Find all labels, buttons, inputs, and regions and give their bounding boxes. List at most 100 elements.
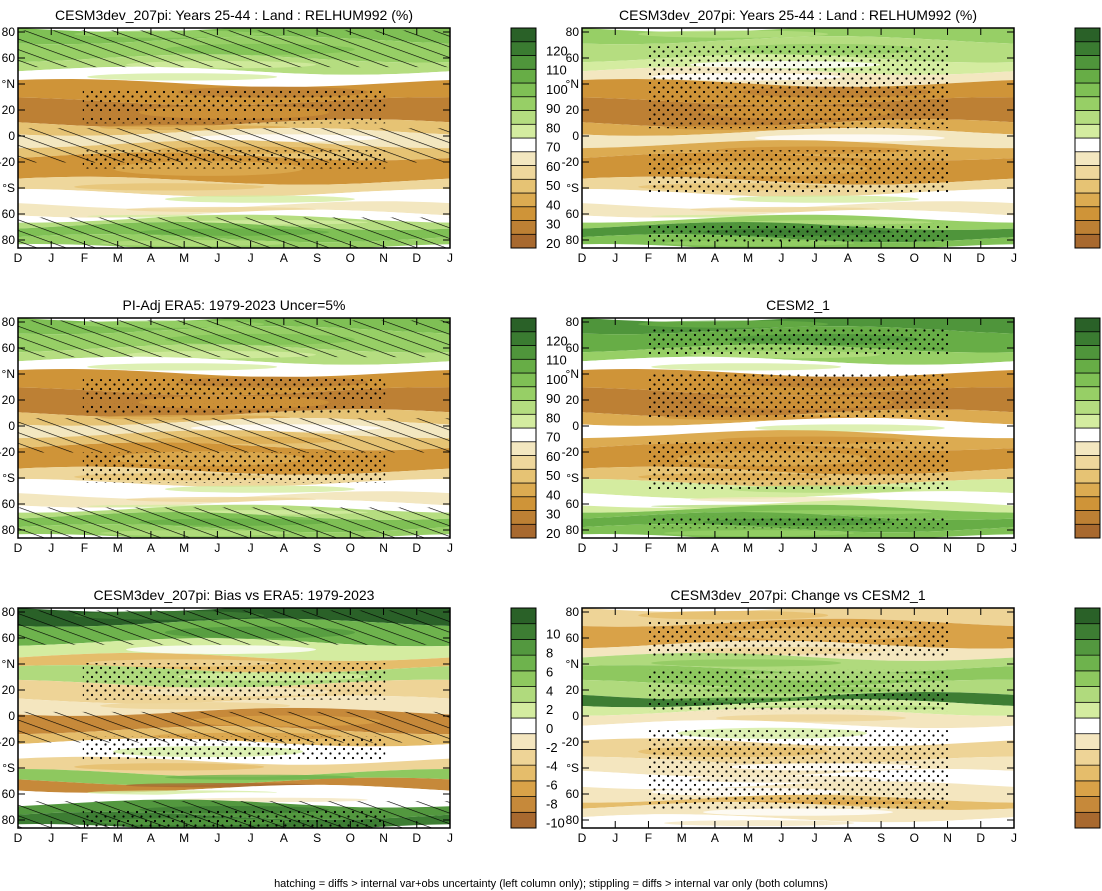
x-tick-label: J xyxy=(447,541,453,555)
panel-c: PI-Adj ERA5: 1979-2023 Uncer=5% 80 60 °N 20 0… xyxy=(0,297,568,555)
contour-blob xyxy=(715,714,907,722)
y-tick-label: 0 xyxy=(572,129,579,143)
x-tick-label: J xyxy=(812,251,818,265)
colorbar-swatch xyxy=(510,623,537,640)
x-tick-label: M xyxy=(743,541,753,555)
colorbar-swatch xyxy=(1074,413,1101,429)
colorbar-label: 80 xyxy=(546,120,560,135)
colorbar-frame xyxy=(510,317,537,539)
contour-field xyxy=(18,608,450,828)
x-tick-label: D xyxy=(578,541,587,555)
x-tick-label: J xyxy=(48,541,54,555)
x-tick-label: M xyxy=(743,251,753,265)
stippling xyxy=(82,116,386,124)
panel-e: CESM3dev_207pi: Bias vs ERA5: 1979-2023 8… xyxy=(0,587,565,845)
colorbar-swatch xyxy=(1074,82,1101,98)
x-tick-label: A xyxy=(280,831,288,845)
colorbar-swatch xyxy=(1074,455,1101,470)
x-tick-label: J xyxy=(812,541,818,555)
y-tick-label: 20 xyxy=(2,103,16,117)
panel-title: CESM3dev_207pi: Bias vs ERA5: 1979-2023 xyxy=(94,587,375,603)
x-tick-label: D xyxy=(578,831,587,845)
colorbar-swatch xyxy=(510,607,537,625)
y-tick-label: 60 xyxy=(566,787,580,801)
y-tick-label: 80 xyxy=(2,605,16,619)
plot-frame xyxy=(581,317,1015,539)
colorbar-label: 40 xyxy=(546,487,560,502)
colorbar-swatch xyxy=(1074,468,1101,484)
y-tick-label: 80 xyxy=(566,813,580,827)
x-tick-label: J xyxy=(214,541,220,555)
x-tick-label: N xyxy=(943,541,952,555)
contour-blob xyxy=(651,363,842,371)
x-tick-label: M xyxy=(743,831,753,845)
colorbar-swatch xyxy=(510,510,537,525)
y-tick-label: -20 xyxy=(562,155,580,169)
colorbar-swatch xyxy=(510,206,537,221)
contour-blob xyxy=(651,659,842,667)
colorbar-swatch xyxy=(1074,733,1101,750)
stippling xyxy=(82,89,386,112)
colorbar: 10 8 6 4 2 0 -2 -4 -6 -8 -10 xyxy=(510,607,565,830)
stippling xyxy=(82,379,386,402)
panel-title: PI-Adj ERA5: 1979-2023 Uncer=5% xyxy=(123,297,346,313)
y-tick-label: 60 xyxy=(566,631,580,645)
colorbar-swatch xyxy=(510,68,537,84)
colorbar-swatch xyxy=(510,55,537,70)
colorbar-label: -6 xyxy=(546,778,558,793)
contour-blob xyxy=(87,73,278,81)
colorbar-swatch xyxy=(1074,510,1101,525)
contour-field xyxy=(582,608,1014,828)
colorbar-swatch xyxy=(510,151,537,166)
colorbar-swatch xyxy=(510,654,537,672)
contour-blob xyxy=(754,134,945,142)
y-tick-label: 60 xyxy=(2,207,16,221)
colorbar-swatch xyxy=(510,413,537,429)
contour-blob xyxy=(74,183,265,191)
stippling xyxy=(646,223,950,242)
colorbar-swatch xyxy=(1074,331,1101,346)
contour-blob xyxy=(125,645,317,654)
colorbar-swatch xyxy=(510,749,537,766)
x-tick-label: F xyxy=(81,831,88,845)
stippling xyxy=(646,785,950,810)
panel-title: CESM3dev_207pi: Years 25-44 : Land : REL… xyxy=(55,7,413,23)
colorbar-label: 100 xyxy=(546,372,568,387)
plot-frame xyxy=(581,607,1015,829)
colorbar-label: -2 xyxy=(546,740,558,755)
colorbar-swatch xyxy=(510,496,537,511)
colorbar-swatch xyxy=(510,455,537,470)
colorbar-label: -10 xyxy=(546,815,565,830)
figure-caption: hatching = diffs > internal var+obs unce… xyxy=(274,878,828,890)
y-tick-label: 0 xyxy=(8,129,15,143)
colorbar-label: 120 xyxy=(546,43,568,58)
y-tick-label: °S xyxy=(566,471,579,485)
colorbar-swatch xyxy=(1074,654,1101,672)
stippling xyxy=(82,663,386,700)
colorbar-swatch xyxy=(1074,749,1101,766)
y-tick-label: °S xyxy=(2,471,15,485)
x-tick-label: N xyxy=(943,831,952,845)
colorbar-swatch xyxy=(1074,639,1101,656)
y-tick-label: 0 xyxy=(572,419,579,433)
x-tick-label: A xyxy=(711,541,719,555)
hatching xyxy=(18,418,450,453)
colorbar-label: 30 xyxy=(546,507,560,522)
x-tick-label: S xyxy=(877,251,885,265)
x-tick-label: F xyxy=(645,831,652,845)
colorbar-swatch xyxy=(510,427,537,443)
colorbar-swatch xyxy=(510,110,537,125)
y-tick-label: 80 xyxy=(566,605,580,619)
x-tick-label: J xyxy=(248,541,254,555)
x-tick-label: F xyxy=(81,541,88,555)
colorbar-swatch xyxy=(510,639,537,656)
x-tick-label: D xyxy=(14,831,23,845)
x-tick-label: J xyxy=(248,251,254,265)
colorbar-swatch xyxy=(510,441,537,456)
y-tick-label: 20 xyxy=(2,393,16,407)
contour-band xyxy=(18,499,450,513)
colorbar-swatch xyxy=(1074,686,1101,703)
stippling xyxy=(646,440,950,490)
